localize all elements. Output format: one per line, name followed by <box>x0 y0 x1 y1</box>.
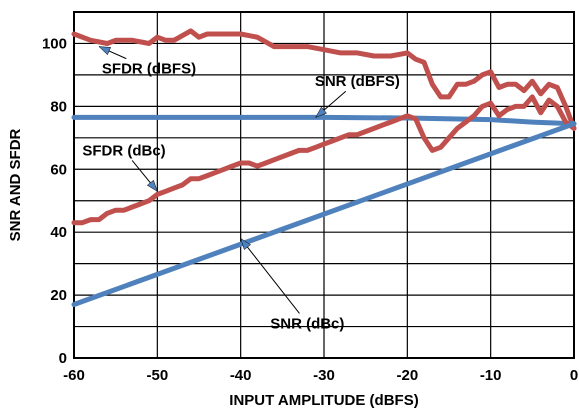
x-tick-label: 0 <box>570 367 578 384</box>
y-tick-label: 0 <box>59 350 67 367</box>
annotation-arrowhead <box>146 179 158 192</box>
plot-frame <box>73 11 575 359</box>
y-tick-label: 80 <box>50 98 67 115</box>
series-line-snr-dbfs <box>71 114 577 127</box>
x-axis-title: INPUT AMPLITUDE (dBFS) <box>229 392 418 409</box>
annotations: SFDR (dBFS) SNR (dBFS) SFDR (dBc) SNR (dBc) <box>82 46 400 332</box>
y-tick-labels: 0 20 40 60 80 100 <box>42 35 67 367</box>
x-tick-label: -20 <box>396 367 418 384</box>
annotation-sfdr-dbc: SFDR (dBc) <box>82 142 165 159</box>
x-tick-labels: -60 -50 -40 -30 -20 -10 0 <box>63 367 578 384</box>
annotation-sfdr-dbfs: SFDR (dBFS) <box>102 61 196 78</box>
y-tick-label: 100 <box>42 35 67 52</box>
annotation-arrowhead <box>98 46 112 56</box>
y-tick-label: 60 <box>50 161 67 178</box>
x-tick-label: -40 <box>230 367 252 384</box>
series-line-snr-dbc <box>71 121 577 307</box>
x-tick-label: -50 <box>146 367 168 384</box>
annotation-arrow-line <box>240 238 300 314</box>
annotation-snr-dbfs: SNR (dBFS) <box>315 73 400 90</box>
series <box>71 28 577 307</box>
annotation-arrowhead <box>315 106 328 118</box>
y-tick-label: 40 <box>50 224 67 241</box>
y-tick-label: 20 <box>50 287 67 304</box>
x-tick-label: -60 <box>63 367 85 384</box>
x-tick-label: -10 <box>480 367 502 384</box>
series-line-sfdr-dbfs <box>71 28 577 131</box>
y-axis-title: SNR AND SFDR <box>7 128 24 241</box>
x-tick-label: -30 <box>313 367 335 384</box>
annotation-arrowhead <box>240 237 252 251</box>
series-line-sfdr-dbc <box>71 94 577 226</box>
annotation-snr-dbc: SNR (dBc) <box>270 315 344 332</box>
